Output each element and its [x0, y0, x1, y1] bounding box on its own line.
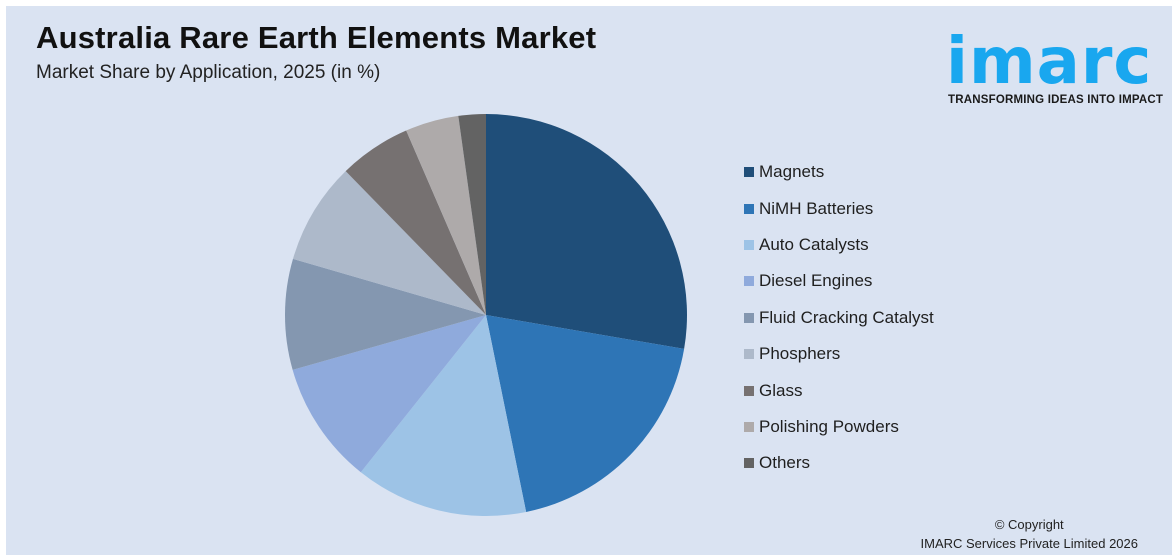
legend-label: Diesel Engines	[759, 271, 873, 291]
legend-label: Magnets	[759, 162, 825, 182]
legend-item: Others	[744, 445, 934, 481]
legend-swatch-icon	[744, 312, 754, 323]
legend-swatch-icon	[744, 385, 754, 396]
imarc-logo: imarc TRANSFORMING IDEAS INTO IMPACT	[946, 12, 1172, 112]
pie-slice-diesel-engines	[292, 315, 486, 473]
copyright-notice: © Copyright IMARC Services Private Limit…	[921, 515, 1138, 553]
legend-swatch-icon	[744, 421, 754, 432]
chart-title: Australia Rare Earth Elements Market	[36, 20, 597, 55]
pie-slice-magnets	[486, 114, 687, 349]
pie-slice-glass	[345, 130, 486, 315]
legend-item: NiMH Batteries	[744, 190, 934, 226]
legend-swatch-icon	[744, 167, 754, 178]
legend-item: Phosphers	[744, 336, 934, 372]
legend-label: NiMH Batteries	[759, 198, 874, 218]
pie-slice-nimh-batteries	[486, 315, 685, 512]
legend-swatch-icon	[744, 239, 754, 250]
chart-subtitle: Market Share by Application, 2025 (in %)	[36, 62, 381, 83]
legend-swatch-icon	[744, 276, 754, 287]
pie-slice-auto-catalysts	[360, 315, 527, 516]
legend-label: Others	[759, 453, 811, 473]
legend-item: Magnets	[744, 154, 934, 190]
logo-wordmark: imarc	[946, 25, 1153, 99]
legend-item: Fluid Cracking Catalyst	[744, 300, 934, 336]
pie-slice-polishing-powders	[406, 115, 486, 315]
pie-slice-fluid-cracking-catalyst	[285, 258, 486, 370]
legend-item: Auto Catalysts	[744, 227, 934, 263]
legend-label: Glass	[759, 380, 803, 400]
legend-item: Diesel Engines	[744, 263, 934, 299]
legend-label: Fluid Cracking Catalyst	[759, 307, 934, 327]
legend-item: Glass	[744, 372, 934, 408]
legend-swatch-icon	[744, 458, 754, 469]
legend-swatch-icon	[744, 203, 754, 214]
legend-label: Phosphers	[759, 344, 841, 364]
legend-item: Polishing Powders	[744, 409, 934, 445]
pie-slice-others	[458, 114, 486, 315]
legend-swatch-icon	[744, 349, 754, 360]
copyright-company: IMARC Services Private Limited 2026	[920, 536, 1138, 551]
legend-label: Polishing Powders	[759, 416, 899, 436]
pie-slice-phosphers	[292, 171, 486, 315]
logo-tagline: TRANSFORMING IDEAS INTO IMPACT	[948, 94, 1164, 106]
pie-chart	[285, 114, 687, 516]
copyright-line: © Copyright	[994, 517, 1064, 532]
legend-label: Auto Catalysts	[759, 234, 869, 254]
chart-legend: Magnets NiMH Batteries Auto Catalysts Diese…	[744, 154, 934, 482]
